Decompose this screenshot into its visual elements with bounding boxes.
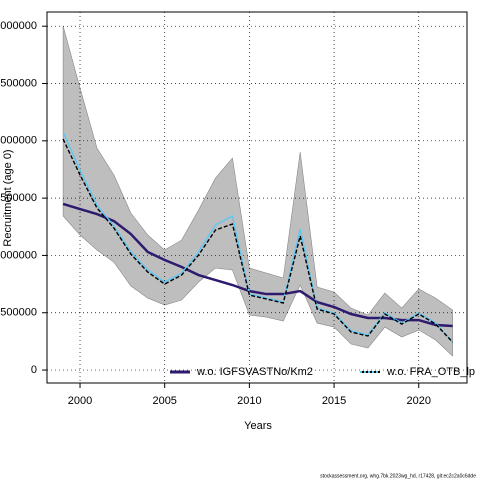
- x-tick-label: 2015: [322, 395, 346, 407]
- series-line: [62, 138, 454, 343]
- confidence-band: [62, 25, 453, 357]
- y-tick-label: 1000000: [0, 249, 37, 261]
- y-tick-label: 500000: [0, 307, 37, 319]
- y-tick-label: 1500000: [0, 192, 37, 204]
- footer: stockassessment.org, whg.7bk.2023wg_hd, …: [320, 473, 476, 479]
- x-axis-label: Years: [244, 420, 272, 432]
- y-tick-label: 0: [31, 364, 37, 376]
- x-tick-label: 2010: [237, 395, 261, 407]
- y-tick-label: 2000000: [0, 135, 37, 147]
- y-axis-label: Recruitment (age 0): [2, 149, 14, 246]
- y-tick-label: 2500000: [0, 77, 37, 89]
- plot-frame: [46, 11, 468, 384]
- legend-label: w.o. IGFSVASTNo/Km2: [196, 366, 313, 378]
- series-line: [62, 202, 453, 328]
- x-tick-label: 2005: [152, 395, 176, 407]
- legend-label: w.o. FRA_OTB_lp: [386, 366, 475, 378]
- x-tick-label: 2000: [68, 395, 92, 407]
- x-tick-label: 2020: [406, 395, 430, 407]
- series-line: [62, 131, 454, 343]
- y-tick-label: 3000000: [0, 20, 37, 32]
